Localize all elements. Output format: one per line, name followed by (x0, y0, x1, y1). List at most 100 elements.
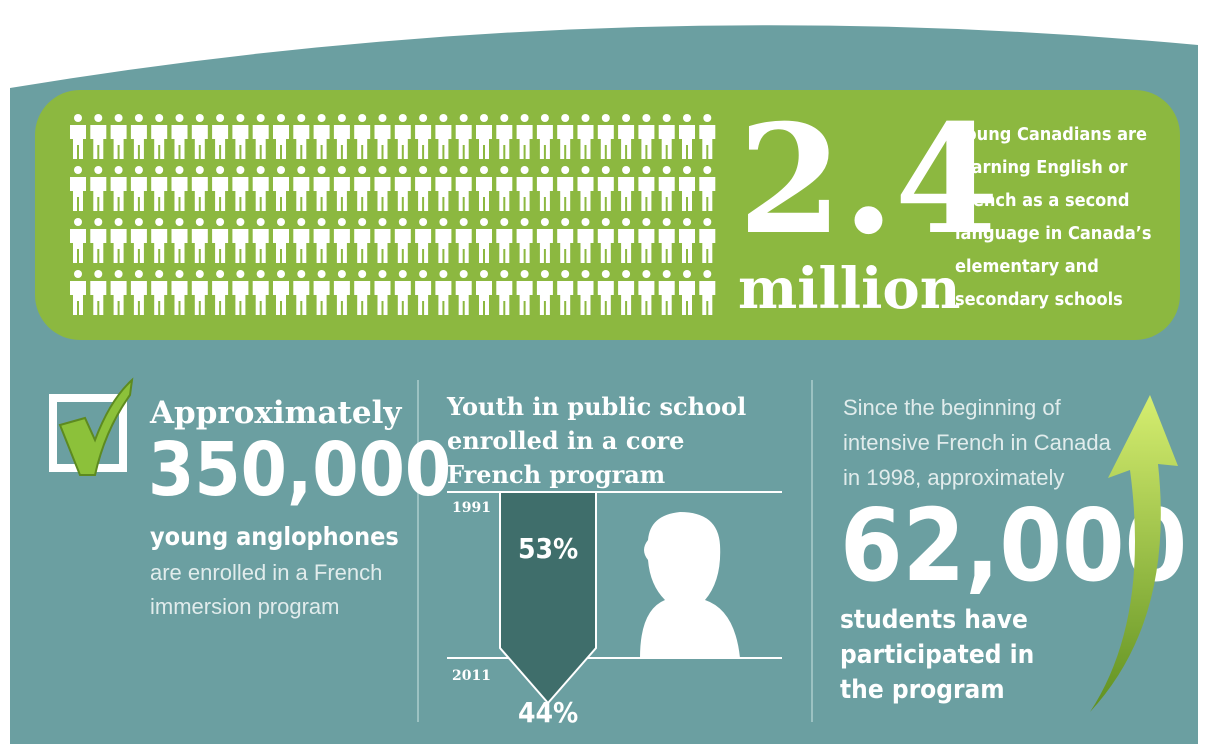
person-head (398, 114, 407, 122)
person-body (333, 125, 350, 159)
arrow-icon (1090, 395, 1178, 712)
person-body (435, 281, 452, 315)
person-body (658, 125, 675, 159)
person-head (439, 270, 448, 278)
person-head (317, 270, 326, 278)
person-head (94, 166, 103, 174)
person-head (236, 114, 245, 122)
person-body (70, 125, 86, 159)
person-body (618, 281, 635, 315)
person-head (297, 270, 306, 278)
banner-unit: million (738, 256, 960, 322)
person-head (581, 114, 590, 122)
person-body (679, 125, 695, 159)
person-head (540, 114, 549, 122)
person-body (313, 177, 330, 211)
person-body (90, 281, 107, 315)
person-head (683, 218, 691, 226)
person-body (455, 281, 472, 315)
person-head (155, 166, 164, 174)
person-body (577, 229, 594, 263)
person-body (232, 281, 249, 315)
person-body (618, 177, 635, 211)
person-head (155, 114, 164, 122)
person-head (500, 270, 509, 278)
text-line: Since the beginning of (843, 395, 1062, 420)
person-body (273, 281, 289, 315)
person-head (74, 166, 82, 174)
person-body (415, 125, 432, 159)
person-body (191, 229, 208, 263)
intensive-intro: Since the beginning of intensive French i… (843, 395, 1112, 490)
person-body (577, 177, 594, 211)
person-head (216, 114, 225, 122)
person-head (114, 166, 123, 174)
person-head (74, 218, 82, 226)
person-body (212, 229, 229, 263)
person-body (273, 177, 289, 211)
person-head (581, 270, 590, 278)
person-body (333, 229, 350, 263)
person-head (581, 166, 590, 174)
person-head (358, 270, 367, 278)
core-chart: 1991 2011 53% 44% (447, 491, 782, 729)
person-head (114, 270, 123, 278)
value-label: 44% (518, 696, 578, 729)
person-body (699, 281, 716, 315)
person-head (561, 114, 570, 122)
person-body (476, 177, 492, 211)
immersion-text: are enrolled in a French immersion progra… (150, 560, 382, 619)
person-body (252, 125, 269, 159)
person-head (195, 166, 204, 174)
person-head (256, 166, 265, 174)
person-head (134, 166, 143, 174)
text-line: enrolled in a core (447, 426, 684, 455)
text-line: young Canadians are (955, 124, 1147, 145)
person-body (415, 281, 432, 315)
person-head (622, 114, 631, 122)
person-head (459, 270, 468, 278)
intensive-number: 62,000 (840, 487, 1187, 604)
person-head (683, 166, 691, 174)
person-head (683, 114, 691, 122)
person-head (277, 166, 285, 174)
person-body (232, 125, 249, 159)
person-head (520, 270, 529, 278)
person-head (216, 218, 225, 226)
person-head (480, 114, 488, 122)
person-body (557, 281, 574, 315)
person-body (171, 281, 188, 315)
person-body (516, 229, 533, 263)
person-head (317, 166, 326, 174)
person-head (155, 218, 164, 226)
person-body (151, 229, 168, 263)
person-head (459, 218, 468, 226)
person-head (581, 218, 590, 226)
person-head (337, 270, 346, 278)
person-body (516, 281, 533, 315)
person-body (191, 281, 208, 315)
person-body (618, 229, 635, 263)
text-line: French as a second (955, 190, 1129, 211)
person-head (74, 270, 82, 278)
core-title: Youth in public school enrolled in a core… (446, 392, 746, 489)
person-head (520, 218, 529, 226)
person-head (195, 114, 204, 122)
person-head (480, 270, 488, 278)
person-head (601, 166, 610, 174)
person-body (597, 281, 614, 315)
person-body (638, 125, 655, 159)
person-head (317, 218, 326, 226)
text-line: in 1998, approximately (843, 465, 1064, 490)
person-head (540, 218, 549, 226)
person-head (94, 218, 103, 226)
person-head (439, 114, 448, 122)
person-head (337, 218, 346, 226)
person-body (110, 281, 127, 315)
person-head (561, 270, 570, 278)
person-body (516, 125, 533, 159)
person-head (358, 114, 367, 122)
person-body (212, 281, 229, 315)
text-line: participated in (840, 640, 1034, 670)
